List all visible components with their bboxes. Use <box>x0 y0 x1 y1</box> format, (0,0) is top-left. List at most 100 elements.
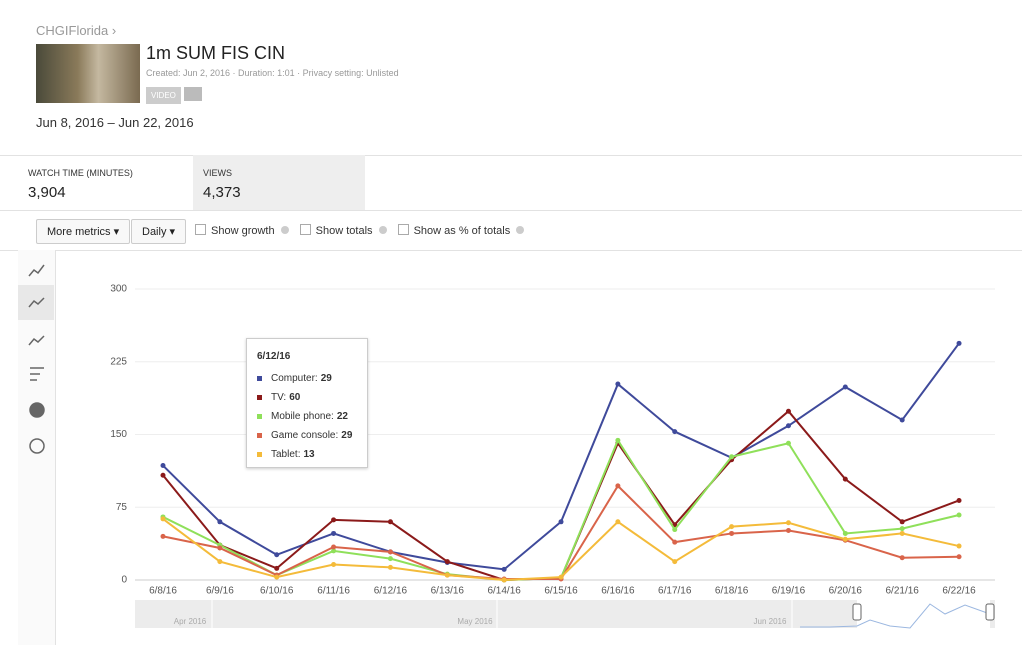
point <box>899 519 905 525</box>
point <box>615 483 621 489</box>
tooltip-title: 6/12/16 <box>257 351 291 362</box>
interval-button[interactable]: Daily ▾ <box>131 219 187 244</box>
navigator-selection[interactable] <box>857 600 990 628</box>
tooltip: 6/12/16 Computer29TV60Mobile phone22Game… <box>246 338 368 468</box>
x-tick-label: 6/19/16 <box>772 586 806 597</box>
y-tick-label: 225 <box>110 356 127 367</box>
y-tick-label: 75 <box>116 502 128 513</box>
navigator-label: Jun 2016 <box>754 617 787 626</box>
point <box>217 519 223 525</box>
point <box>899 526 905 532</box>
checkbox[interactable] <box>397 224 409 235</box>
checkbox[interactable] <box>195 224 206 235</box>
icon-line[interactable] <box>28 264 45 277</box>
point <box>274 552 280 558</box>
x-tick-label: 6/21/16 <box>885 586 919 597</box>
point <box>444 559 450 565</box>
checkbox-label: Show growth <box>211 225 275 237</box>
metric-label: WATCH TIME (MINUTES) <box>28 168 133 178</box>
header <box>0 0 1022 156</box>
point <box>387 519 393 525</box>
point <box>331 548 337 554</box>
point <box>558 574 564 580</box>
navigator-handle[interactable] <box>852 603 862 621</box>
x-tick-label: 6/11/16 <box>317 586 350 597</box>
toolbar <box>0 210 1022 251</box>
point <box>785 408 791 414</box>
point <box>672 527 678 533</box>
point <box>842 536 848 542</box>
metric-card-selected[interactable] <box>193 155 365 210</box>
breadcrumb[interactable]: CHGIFlorida › <box>36 23 117 38</box>
date-range[interactable]: Jun 8, 2016 – Jun 22, 2016 <box>36 115 194 130</box>
x-tick-label: 6/15/16 <box>544 586 578 597</box>
point <box>615 381 621 387</box>
badge-icon <box>184 87 202 101</box>
point <box>444 572 450 578</box>
metrics-bar <box>0 155 1022 211</box>
icon-globe[interactable] <box>29 438 45 454</box>
point <box>501 577 507 583</box>
point <box>160 533 166 539</box>
tooltip-item: Mobile phone22 <box>257 411 348 422</box>
help-icon[interactable] <box>516 226 525 234</box>
point <box>160 463 166 469</box>
x-tick-label: 6/14/16 <box>487 586 521 597</box>
point <box>785 520 791 526</box>
point <box>785 528 791 534</box>
icon-multi-line[interactable] <box>28 297 45 308</box>
point <box>956 554 962 560</box>
x-tick-label: 6/10/16 <box>260 586 294 597</box>
more-metrics-button[interactable]: More metrics ▾ <box>36 219 131 244</box>
point <box>899 417 905 423</box>
point <box>785 440 791 446</box>
tooltip-item: Tablet13 <box>257 449 315 460</box>
point <box>274 574 280 580</box>
y-tick-label: 150 <box>110 429 127 440</box>
video-badge: VIDEO <box>146 87 181 104</box>
navigator[interactable] <box>135 600 995 628</box>
legend-label: Computer <box>271 373 318 384</box>
point <box>331 561 337 567</box>
point <box>842 530 848 536</box>
tooltip-item: Computer29 <box>257 373 332 384</box>
point <box>615 519 621 525</box>
icon-pie[interactable] <box>29 402 45 418</box>
x-tick-label: 6/12/16 <box>374 586 408 597</box>
checkbox-label: Show totals <box>315 225 373 237</box>
series-line <box>162 484 960 581</box>
point <box>217 545 223 551</box>
x-tick-label: 6/17/16 <box>658 586 692 597</box>
legend-label: TV <box>271 392 286 403</box>
navigator-label: May 2016 <box>457 617 493 626</box>
help-icon[interactable] <box>280 226 289 234</box>
thumbnail[interactable] <box>36 44 140 103</box>
y-tick-label: 300 <box>110 284 127 295</box>
legend-swatch <box>257 433 262 438</box>
metric-value: 3,904 <box>28 184 66 201</box>
point <box>615 437 621 443</box>
point <box>729 524 735 530</box>
icon-area[interactable] <box>28 335 45 346</box>
point <box>672 559 678 565</box>
tooltip-value: 22 <box>336 411 348 422</box>
navigator-sparkline <box>800 603 991 629</box>
navigator-handle[interactable] <box>985 603 995 621</box>
navigator-label: Apr 2016 <box>174 617 207 626</box>
tooltip-value: 29 <box>341 430 353 441</box>
point <box>899 555 905 561</box>
checkbox[interactable] <box>299 224 311 235</box>
legend-label: Mobile phone <box>271 411 334 422</box>
help-icon[interactable] <box>378 226 387 234</box>
x-tick-label: 6/16/16 <box>601 586 635 597</box>
legend-swatch <box>257 395 262 400</box>
checkbox-label: Show as % of totals <box>413 225 511 237</box>
button-text: Daily <box>142 226 167 238</box>
x-tick-label: 6/13/16 <box>431 586 465 597</box>
point <box>842 384 848 390</box>
tooltip-value: 13 <box>303 449 315 460</box>
point <box>729 530 735 536</box>
point <box>217 559 223 565</box>
